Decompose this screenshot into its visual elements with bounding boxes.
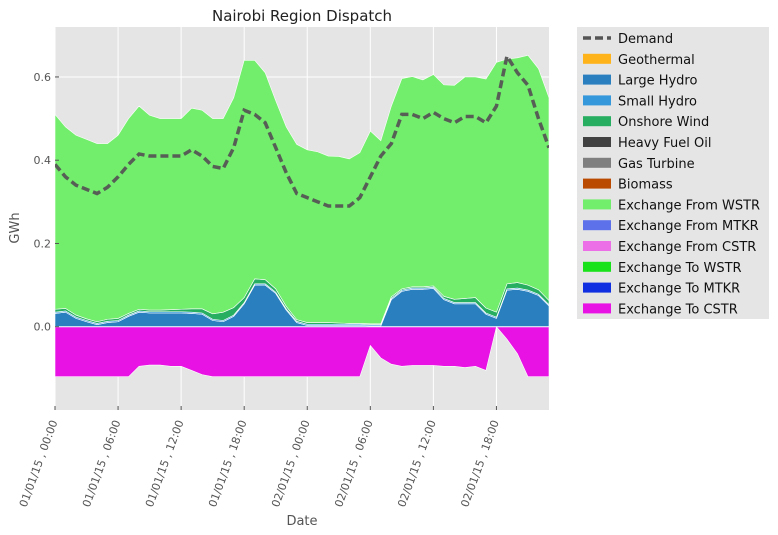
legend-item-biomass: Biomass: [583, 178, 673, 193]
demand-line: [55, 51, 549, 208]
y-axis-ticks: 0.0 0.2 0.4 0.6: [34, 71, 59, 334]
y-axis-label: GWh: [8, 212, 23, 243]
legend-swatch: [583, 303, 611, 314]
stacked-areas: [55, 51, 549, 377]
y-tick-label: 0.4: [34, 154, 52, 167]
legend-item-small-hydro: Small Hydro: [583, 94, 697, 109]
legend: Demand Geothermal Large Hydro Small Hydro On…: [577, 27, 769, 319]
legend-label: Exchange To CSTR: [618, 302, 738, 317]
legend-swatch: [583, 220, 611, 231]
legend-item-heavy-fuel-oil: Heavy Fuel Oil: [583, 136, 711, 151]
legend-swatch: [583, 157, 611, 168]
legend-label: Gas Turbine: [618, 157, 695, 172]
chart-title: Nairobi Region Dispatch: [212, 7, 392, 25]
legend-item-gas-turbine: Gas Turbine: [583, 157, 695, 172]
legend-label: Small Hydro: [618, 94, 697, 109]
legend-item-demand: Demand: [583, 32, 673, 47]
legend-swatch: [583, 199, 611, 210]
legend-label: Large Hydro: [618, 74, 697, 89]
legend-swatch: [583, 116, 611, 127]
legend-item-onshore-wind: Onshore Wind: [583, 115, 709, 130]
legend-label: Demand: [618, 32, 673, 47]
legend-label: Exchange To WSTR: [618, 261, 742, 276]
legend-label: Biomass: [618, 178, 673, 193]
y-tick-label: 0.6: [34, 71, 52, 84]
legend-item-exchange-to-mtkr: Exchange To MTKR: [583, 282, 740, 297]
legend-item-large-hydro: Large Hydro: [583, 74, 697, 89]
legend-swatch: [583, 95, 611, 106]
legend-item-exchange-from-cstr: Exchange From CSTR: [583, 240, 756, 255]
legend-swatch: [583, 241, 611, 251]
legend-label: Exchange To MTKR: [618, 282, 740, 297]
legend-swatch: [583, 282, 611, 293]
legend-item-exchange-from-wstr: Exchange From WSTR: [583, 198, 760, 213]
y-tick-label: 0.0: [34, 321, 52, 334]
legend-label: Geothermal: [618, 53, 695, 68]
legend-label: Exchange From MTKR: [618, 219, 759, 234]
legend-item-exchange-from-mtkr: Exchange From MTKR: [583, 219, 759, 234]
x-axis-label: Date: [286, 514, 317, 529]
legend-swatch: [583, 74, 611, 85]
plot-area: [54, 27, 549, 410]
legend-label: Exchange From CSTR: [618, 240, 756, 255]
legend-label: Onshore Wind: [618, 115, 709, 130]
legend-label: Exchange From WSTR: [618, 198, 760, 213]
area-exchange-from-wstr: [55, 54, 549, 325]
legend-label: Heavy Fuel Oil: [618, 136, 711, 151]
legend-swatch: [583, 178, 611, 189]
legend-swatch: [583, 261, 611, 272]
legend-swatch: [583, 137, 611, 147]
y-tick-label: 0.2: [34, 237, 52, 250]
legend-item-geothermal: Geothermal: [583, 53, 695, 68]
legend-item-exchange-to-wstr: Exchange To WSTR: [583, 261, 742, 276]
legend-item-exchange-to-cstr: Exchange To CSTR: [583, 302, 738, 317]
legend-swatch: [583, 53, 611, 64]
